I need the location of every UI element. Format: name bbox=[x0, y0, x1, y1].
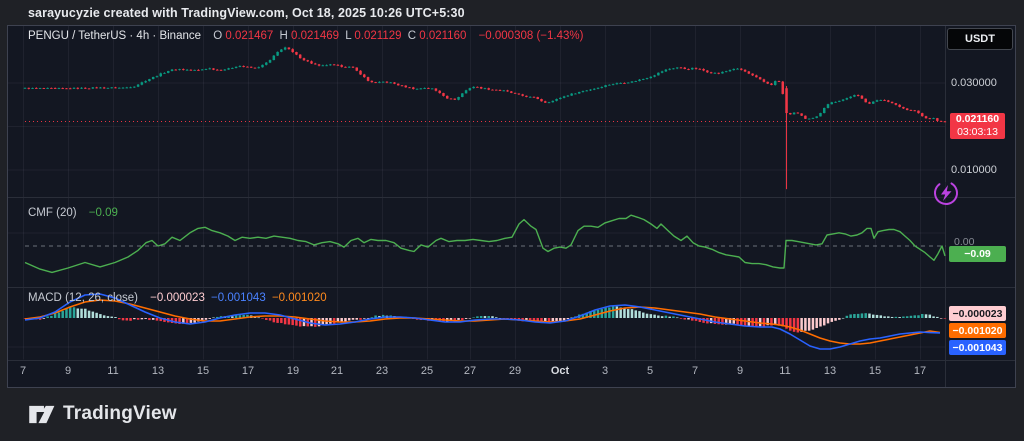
macd-hist-badge: −0.000023 bbox=[949, 306, 1006, 321]
x-axis-label: 9 bbox=[737, 365, 743, 377]
ohlc-close-value: 0.021160 bbox=[419, 30, 466, 42]
x-axis-label: 19 bbox=[287, 365, 299, 377]
x-axis-label: 15 bbox=[197, 365, 209, 377]
cmf-pane-legend[interactable]: CMF (20) −0.09 bbox=[28, 207, 121, 219]
macd-signal-badge: −0.001020 bbox=[949, 323, 1006, 338]
ohlc-low-label: L bbox=[345, 30, 351, 42]
macd-line-value: −0.001043 bbox=[211, 292, 266, 304]
last-price-badge: 0.021160 03:03:13 bbox=[950, 113, 1005, 139]
x-axis-label: 3 bbox=[602, 365, 608, 377]
cmf-value-badge: −0.09 bbox=[949, 246, 1006, 262]
ohlc-close-label: C bbox=[408, 30, 416, 42]
x-axis-label: 9 bbox=[65, 365, 71, 377]
last-price-value: 0.021160 bbox=[950, 113, 1005, 126]
x-axis-label: 23 bbox=[376, 365, 388, 377]
x-axis-label: 25 bbox=[421, 365, 433, 377]
x-axis-label: 29 bbox=[509, 365, 521, 377]
x-axis-label: 17 bbox=[914, 365, 926, 377]
tradingview-logo-text: TradingView bbox=[63, 403, 177, 425]
x-axis-label: 21 bbox=[331, 365, 343, 377]
cmf-params: (20) bbox=[56, 207, 76, 219]
tradingview-logo-icon bbox=[28, 401, 55, 428]
cmf-value: −0.09 bbox=[89, 207, 118, 219]
symbol-title: PENGU / TetherUS · 4h · Binance bbox=[28, 30, 201, 42]
macd-line-badge: −0.001043 bbox=[949, 340, 1006, 355]
price-axis-label-high[interactable]: 0.030000 bbox=[951, 77, 997, 89]
price-pane-legend[interactable]: PENGU / TetherUS · 4h · Binance O 0.0214… bbox=[28, 30, 586, 42]
macd-signal-value: −0.001020 bbox=[272, 292, 327, 304]
x-axis-label: 27 bbox=[464, 365, 476, 377]
x-axis-label: 11 bbox=[779, 365, 790, 377]
price-axis-label-low[interactable]: 0.010000 bbox=[951, 164, 997, 176]
macd-title: MACD bbox=[28, 292, 62, 304]
x-axis-label: 11 bbox=[107, 365, 118, 377]
lightning-icon bbox=[932, 179, 960, 207]
ohlc-high-value: 0.021469 bbox=[291, 30, 339, 42]
macd-pane-legend[interactable]: MACD (12, 26, close) −0.000023 −0.001043… bbox=[28, 292, 330, 304]
flash-boost-button[interactable] bbox=[932, 179, 960, 207]
attribution-header: sarayucyzie created with TradingView.com… bbox=[28, 6, 465, 20]
ohlc-low-value: 0.021129 bbox=[354, 30, 401, 42]
macd-hist-value: −0.000023 bbox=[150, 292, 205, 304]
bar-countdown: 03:03:13 bbox=[950, 126, 1005, 139]
x-axis-label: 13 bbox=[152, 365, 164, 377]
currency-toggle-button[interactable]: USDT bbox=[947, 28, 1013, 50]
ohlc-open-value: 0.021467 bbox=[225, 30, 273, 42]
x-axis-label: 7 bbox=[20, 365, 26, 377]
tradingview-logo[interactable]: TradingView bbox=[28, 399, 177, 429]
x-axis-label: 13 bbox=[824, 365, 836, 377]
ohlc-open-label: O bbox=[213, 30, 222, 42]
chart-plot-area[interactable] bbox=[25, 26, 943, 359]
x-axis-label: 5 bbox=[647, 365, 653, 377]
x-axis-label: Oct bbox=[551, 365, 569, 377]
x-axis-label: 15 bbox=[869, 365, 881, 377]
cmf-title: CMF bbox=[28, 207, 53, 219]
change-value: −0.000308 (−1.43%) bbox=[479, 30, 584, 42]
date-axis[interactable]: 7 9 11 13 15 17 19 21 23 25 27 29 Oct 3 5 7 9 11 13 15 17 bbox=[0, 365, 1024, 381]
ohlc-high-label: H bbox=[280, 30, 288, 42]
macd-params: (12, 26, close) bbox=[65, 292, 138, 304]
tradingview-snapshot-page: sarayucyzie created with TradingView.com… bbox=[0, 0, 1024, 441]
x-axis-label: 17 bbox=[242, 365, 254, 377]
x-axis-label: 7 bbox=[692, 365, 698, 377]
